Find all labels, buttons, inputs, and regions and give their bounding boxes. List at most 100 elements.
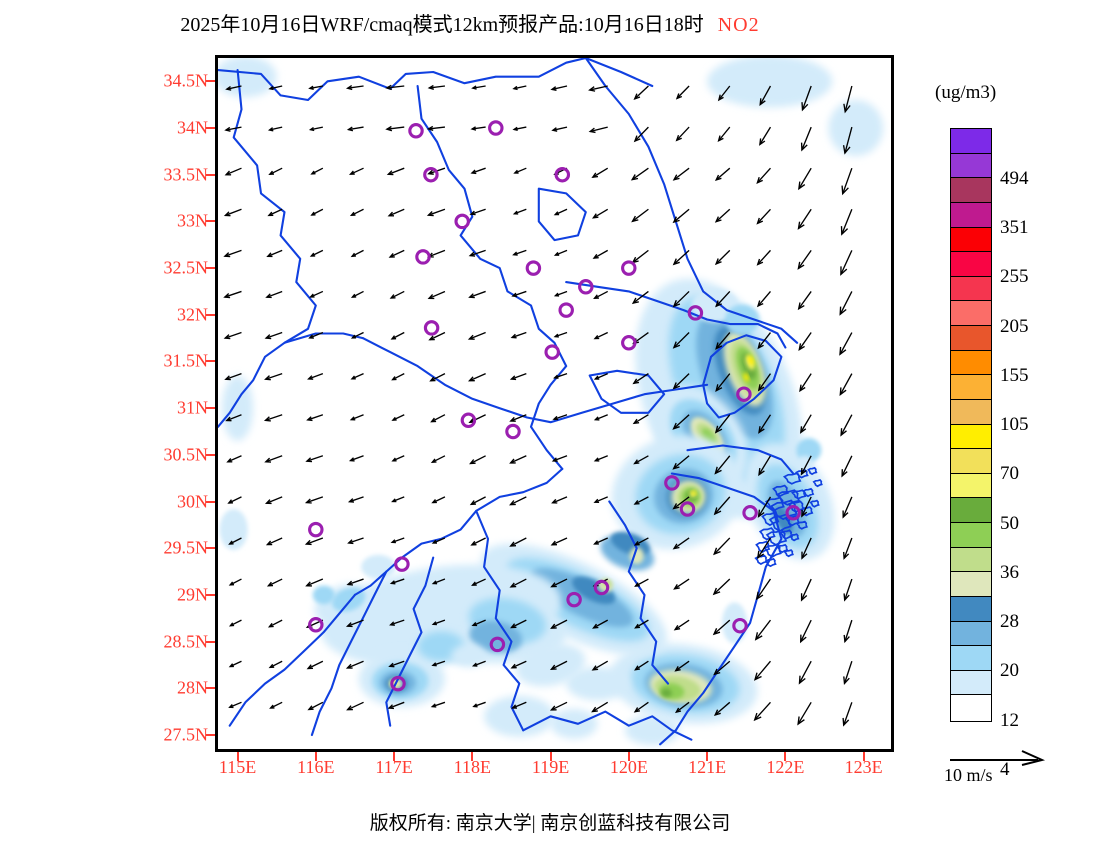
colorbar-tick-label: 70: [1000, 463, 1019, 485]
wind-arrow-head-icon: [756, 300, 764, 308]
wind-arrow-icon: [715, 290, 731, 307]
circle-station-marker-icon[interactable]: [454, 213, 470, 230]
wind-arrow-icon: [267, 249, 283, 257]
monitoring-stations[interactable]: [308, 120, 801, 692]
wind-arrow-head-icon: [840, 226, 849, 236]
wind-arrow-head-icon: [758, 426, 765, 434]
circle-station-marker-icon[interactable]: [308, 617, 324, 633]
lat-tick-label: 30N: [177, 491, 208, 512]
wind-arrow-icon: [432, 660, 446, 666]
wind-arrow-icon: [676, 126, 690, 141]
wind-arrow-icon: [634, 660, 649, 671]
wind-arrow-head-icon: [345, 663, 353, 669]
circle-station-marker-icon[interactable]: [488, 120, 504, 136]
wind-arrow-head-icon: [759, 98, 766, 107]
wind-arrow-icon: [265, 414, 283, 422]
circle-station-marker-icon[interactable]: [687, 305, 704, 321]
circle-station-marker-icon[interactable]: [742, 505, 758, 521]
circle-station-marker-icon[interactable]: [554, 166, 571, 183]
lat-tick-label: 28N: [177, 677, 208, 698]
wind-arrow-icon: [839, 332, 853, 355]
wind-arrow-icon: [842, 167, 853, 194]
wind-arrow-icon: [311, 249, 324, 257]
map-plot-area[interactable]: [215, 55, 894, 752]
wind-arrow-icon: [634, 701, 649, 713]
wind-arrow-icon: [224, 249, 242, 257]
concentration-contour: [743, 372, 749, 382]
circle-station-marker-icon[interactable]: [423, 320, 440, 336]
circle-station-marker-icon[interactable]: [415, 249, 431, 265]
circle-station-marker-icon[interactable]: [578, 279, 594, 295]
circle-station-marker-icon[interactable]: [621, 335, 637, 351]
circle-station-marker-icon[interactable]: [390, 675, 406, 692]
wind-arrow-icon: [511, 660, 527, 669]
wind-arrow-head-icon: [224, 170, 232, 176]
wind-arrow-head-icon: [430, 417, 437, 423]
wind-arrow-icon: [632, 290, 649, 304]
lon-tick-label: 123E: [844, 757, 883, 777]
wind-arrow-head-icon: [593, 416, 600, 421]
circle-station-marker-icon[interactable]: [408, 123, 424, 139]
wind-arrow-icon: [551, 578, 568, 588]
wind-arrow-icon: [391, 578, 405, 585]
island-outline: [769, 499, 798, 521]
wind-arrow-head-icon: [591, 706, 598, 713]
wind-arrow-head-icon: [591, 172, 599, 179]
wind-arrow-icon: [307, 414, 324, 421]
wind-arrow-head-icon: [509, 458, 516, 464]
wind-arrow-head-icon: [228, 622, 235, 627]
colorbar-band: [951, 572, 991, 597]
circle-station-marker-icon[interactable]: [785, 505, 801, 521]
circle-station-marker-icon[interactable]: [558, 302, 574, 318]
circle-station-marker-icon[interactable]: [460, 412, 477, 429]
wind-arrow-head-icon: [631, 215, 639, 223]
circle-station-marker-icon[interactable]: [525, 260, 542, 276]
wind-arrow-head-icon: [509, 541, 517, 547]
wind-arrow-icon: [469, 290, 486, 298]
circle-station-marker-icon[interactable]: [394, 556, 410, 572]
lat-tick-mark: [206, 360, 215, 363]
wind-arrow-icon: [718, 85, 731, 101]
wind-arrow-head-icon: [430, 458, 437, 463]
circle-station-marker-icon[interactable]: [593, 579, 610, 596]
wind-arrow-icon: [306, 578, 324, 587]
circle-station-marker-icon[interactable]: [544, 344, 560, 360]
wind-arrow-head-icon: [754, 632, 763, 641]
colorbar-band: [951, 449, 991, 474]
wind-arrow-head-icon: [469, 500, 477, 506]
lon-tick-label: 118E: [453, 757, 491, 777]
circle-station-marker-icon[interactable]: [732, 617, 748, 634]
lat-tick-label: 34N: [177, 117, 208, 138]
circle-station-marker-icon[interactable]: [423, 166, 439, 183]
circle-station-marker-icon[interactable]: [621, 260, 637, 276]
wind-arrow-head-icon: [349, 211, 356, 217]
wind-arrow-head-icon: [471, 662, 478, 667]
lat-tick-mark: [206, 267, 215, 270]
colorbar-band: [951, 670, 991, 696]
circle-station-marker-icon[interactable]: [664, 475, 680, 491]
circle-station-marker-icon[interactable]: [505, 423, 521, 440]
wind-arrow-icon: [715, 249, 731, 265]
wind-arrow-head-icon: [310, 170, 316, 175]
colorbar[interactable]: [950, 128, 992, 722]
wind-arrow-head-icon: [550, 623, 557, 629]
circle-station-marker-icon[interactable]: [679, 501, 696, 517]
circle-station-marker-icon[interactable]: [566, 591, 582, 608]
wind-arrow-icon: [674, 578, 690, 590]
wind-arrow-icon: [513, 126, 527, 131]
wind-arrow-head-icon: [426, 211, 434, 217]
wind-arrow-icon: [754, 701, 771, 721]
wind-arrow-icon: [673, 290, 690, 307]
wind-arrow-icon: [226, 85, 242, 90]
wind-arrow-head-icon: [632, 418, 640, 425]
wind-arrow-head-icon: [471, 85, 477, 90]
wind-arrow-icon: [226, 414, 242, 422]
wind-arrow-icon: [800, 414, 812, 433]
circle-station-marker-icon[interactable]: [736, 386, 752, 402]
lat-tick-label: 28.5N: [163, 631, 209, 652]
lon-tick-mark: [784, 752, 787, 761]
circle-station-marker-icon[interactable]: [308, 521, 324, 538]
wind-arrow-head-icon: [713, 668, 721, 676]
circle-station-marker-icon[interactable]: [489, 636, 506, 653]
wind-arrow-head-icon: [712, 587, 721, 596]
